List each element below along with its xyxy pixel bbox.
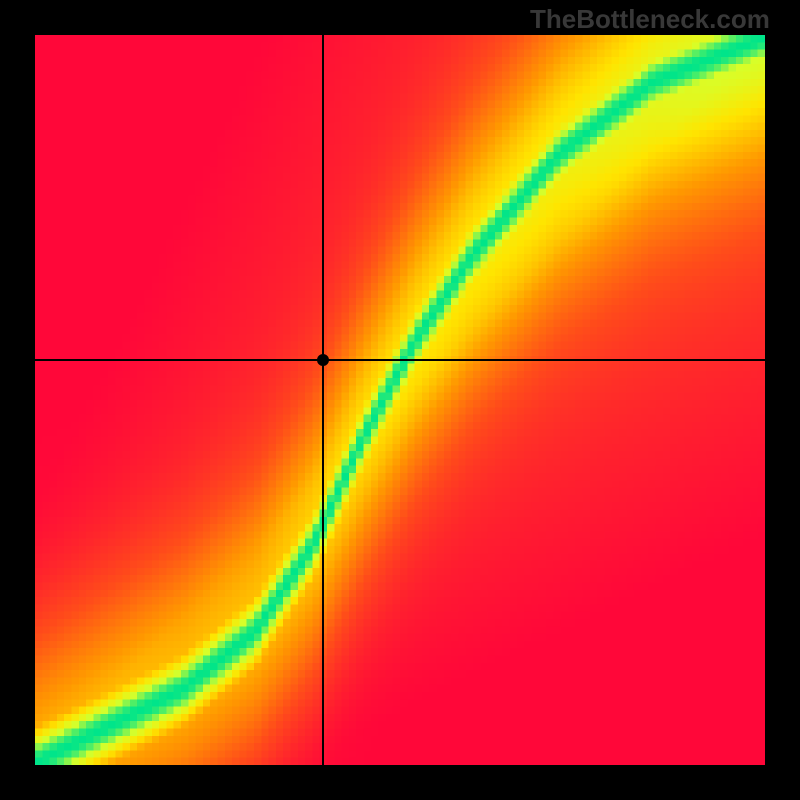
crosshair-horizontal	[35, 359, 765, 361]
watermark-text: TheBottleneck.com	[530, 4, 770, 35]
bottleneck-heatmap	[35, 35, 765, 765]
crosshair-vertical	[322, 35, 324, 765]
